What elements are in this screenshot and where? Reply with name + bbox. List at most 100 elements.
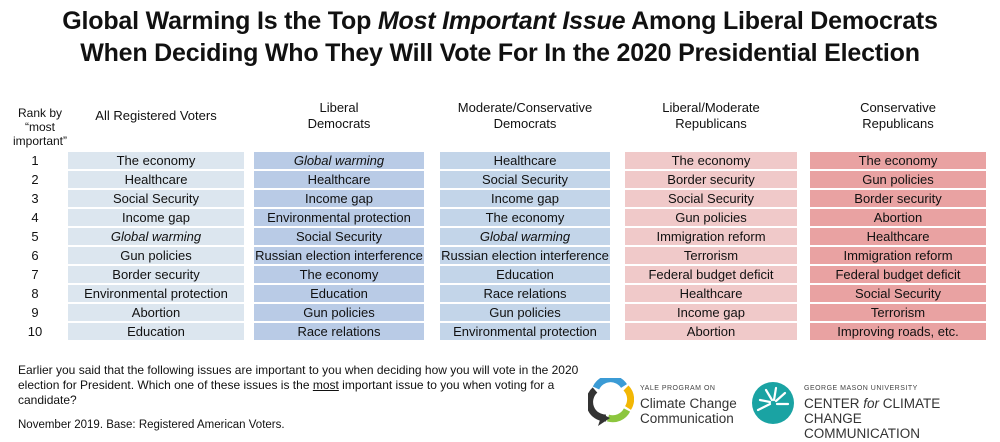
issue-cell: Gun policies (440, 304, 610, 321)
logo-line: COMMUNICATION (804, 426, 920, 441)
rank-header-line: “most (25, 120, 55, 134)
issue-cell: Federal budget deficit (625, 266, 797, 283)
chart-title-line1: Global Warming Is the Top Most Important… (0, 6, 1000, 37)
issue-cell: Border security (68, 266, 244, 283)
yale-logo-text: YALE PROGRAM ON Climate Change Communica… (640, 381, 737, 426)
issue-cell: Healthcare (440, 152, 610, 169)
rank-header-line: important” (12, 134, 68, 148)
issue-cell: Abortion (68, 304, 244, 321)
column-header: All Registered Voters (68, 98, 244, 134)
issue-cell: Environmental protection (68, 285, 244, 302)
yale-logo-icon (588, 378, 634, 426)
issue-cell: Healthcare (625, 285, 797, 302)
logo-small-text: GEORGE MASON UNIVERSITY (804, 385, 918, 392)
issue-cell: Race relations (440, 285, 610, 302)
issue-cell: Social Security (440, 171, 610, 188)
issue-cell: Healthcare (810, 228, 986, 245)
issue-cell: Border security (810, 190, 986, 207)
issue-cell: Global warming (254, 152, 424, 169)
question-emphasis: most (312, 378, 339, 392)
issue-cell: Education (440, 266, 610, 283)
logo-line-emphasis: for (863, 396, 880, 411)
issue-cell: Russian election interference (254, 247, 424, 264)
rank-label: 4 (31, 210, 39, 225)
rank-label: 10 (27, 324, 43, 339)
issue-cell: Healthcare (254, 171, 424, 188)
mason-logo-icon (752, 382, 794, 424)
issue-cell: The economy (810, 152, 986, 169)
issue-cell: Border security (625, 171, 797, 188)
issue-cell: The economy (254, 266, 424, 283)
issue-cell: The economy (625, 152, 797, 169)
column-header-line: Republicans (862, 116, 934, 131)
issue-cell: Abortion (625, 323, 797, 340)
column-header-line: Liberal (319, 100, 359, 115)
column-header-line: All Registered Voters (95, 108, 217, 123)
issue-cell: Social Security (810, 285, 986, 302)
issue-cell: Immigration reform (625, 228, 797, 245)
issue-cell: Income gap (254, 190, 424, 207)
rank-label: 5 (31, 229, 39, 244)
rank-label: 6 (31, 248, 39, 263)
column-header: Liberal/Moderate Republicans (625, 98, 797, 134)
issue-cell: Gun policies (68, 247, 244, 264)
rank-label: 8 (31, 286, 39, 301)
rank-header-line: Rank by (17, 106, 63, 120)
column-header-line: Democrats (493, 116, 557, 131)
question-part: important issue to you when voting for a… (18, 378, 555, 407)
issue-cell: Healthcare (68, 171, 244, 188)
rank-label: 9 (31, 305, 39, 320)
title-part: Among Liberal Democrats (625, 7, 938, 35)
issue-cell: The economy (440, 209, 610, 226)
issue-cell: Education (254, 285, 424, 302)
issue-cell: Education (68, 323, 244, 340)
logo-line: Communication (640, 411, 734, 426)
title-emphasis: Most Important Issue (377, 7, 626, 35)
column-header-line: Democrats (307, 116, 371, 131)
rank-label: 1 (31, 153, 39, 168)
issue-cell: Improving roads, etc. (810, 323, 986, 340)
rank-header: Rank by “most important” (8, 106, 72, 148)
issue-cell: Immigration reform (810, 247, 986, 264)
column-header-line: Republicans (675, 116, 747, 131)
source-note: November 2019. Base: Registered American… (18, 419, 285, 431)
issue-cell: Social Security (254, 228, 424, 245)
issue-cell: Income gap (625, 304, 797, 321)
chart-title-line2: When Deciding Who They Will Vote For In … (80, 39, 920, 67)
logo-small-text: YALE PROGRAM ON (640, 385, 716, 392)
issue-cell: Environmental protection (254, 209, 424, 226)
issue-cell: The economy (68, 152, 244, 169)
issue-cell: Income gap (68, 209, 244, 226)
logo-line: CENTER (804, 396, 864, 411)
question-part: Earlier you said that the following issu… (18, 363, 579, 392)
rank-label: 2 (31, 172, 39, 187)
issue-cell: Abortion (810, 209, 986, 226)
column-header: Conservative Republicans (810, 98, 986, 134)
column-header-line: Liberal/Moderate (662, 100, 760, 115)
issue-cell: Global warming (68, 228, 244, 245)
rank-label: 3 (31, 191, 39, 206)
mason-logo-text: GEORGE MASON UNIVERSITY CENTER for CLIMA… (804, 381, 1000, 441)
rank-label: 7 (31, 267, 39, 282)
column-header-line: Conservative (860, 100, 936, 115)
issue-cell: Gun policies (625, 209, 797, 226)
logo-line: CLIMATE CHANGE (804, 396, 941, 426)
logo-line: Climate Change (640, 396, 737, 411)
question-text: Earlier you said that the following issu… (18, 363, 588, 408)
issue-cell: Social Security (68, 190, 244, 207)
issue-cell: Income gap (440, 190, 610, 207)
title-part: Global Warming Is the Top (62, 7, 378, 35)
issue-cell: Gun policies (810, 171, 986, 188)
issue-cell: Gun policies (254, 304, 424, 321)
issue-cell: Federal budget deficit (810, 266, 986, 283)
issue-cell: Race relations (254, 323, 424, 340)
issue-cell: Terrorism (810, 304, 986, 321)
column-header: Moderate/Conservative Democrats (440, 98, 610, 134)
issue-cell: Social Security (625, 190, 797, 207)
issue-cell: Environmental protection (440, 323, 610, 340)
issue-cell: Terrorism (625, 247, 797, 264)
issue-cell: Global warming (440, 228, 610, 245)
column-header: Liberal Democrats (254, 98, 424, 134)
issue-cell: Russian election interference (440, 247, 610, 264)
column-header-line: Moderate/Conservative (457, 100, 593, 115)
